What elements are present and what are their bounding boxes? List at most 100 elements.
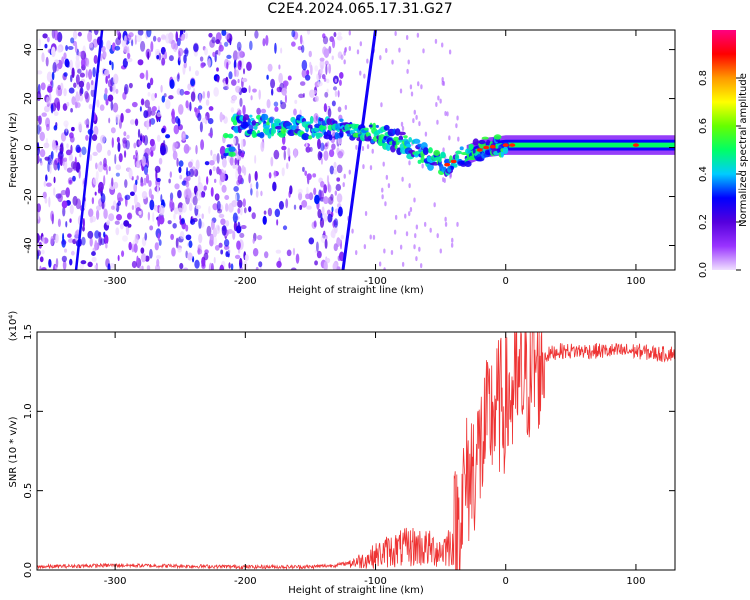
noise-speckle (188, 65, 192, 72)
noise-speckle (448, 49, 452, 55)
noise-speckle (335, 183, 342, 192)
noise-speckle (115, 164, 122, 171)
noise-speckle (437, 95, 440, 101)
noise-speckle (41, 236, 45, 246)
noise-speckle (214, 244, 220, 251)
noise-speckle (161, 95, 166, 103)
noise-speckle (95, 205, 102, 211)
noise-speckle (51, 46, 56, 58)
noise-speckle (215, 224, 221, 235)
noise-speckle (110, 205, 115, 210)
noise-speckle (450, 242, 454, 248)
noise-speckle (140, 98, 145, 106)
noise-speckle (156, 55, 160, 60)
noise-speckle (207, 58, 211, 68)
noise-speckle (111, 177, 114, 187)
noise-speckle (199, 56, 204, 62)
noise-speckle (299, 34, 303, 45)
noise-speckle (434, 38, 438, 44)
noise-speckle (69, 59, 73, 71)
noise-speckle (399, 88, 403, 94)
noise-speckle (364, 210, 368, 216)
noise-speckle (213, 236, 218, 246)
noise-speckle (323, 261, 328, 270)
noise-speckle (232, 230, 236, 240)
noise-speckle (143, 135, 149, 146)
noise-speckle (238, 49, 243, 59)
sloped-track (341, 30, 378, 270)
noise-speckle (380, 102, 383, 108)
noise-speckle (320, 142, 325, 152)
noise-speckle (255, 266, 259, 270)
noise-speckle (444, 216, 447, 222)
noise-speckle (258, 261, 263, 268)
noise-speckle (91, 80, 94, 86)
signal-blob (228, 146, 236, 153)
noise-speckle (441, 77, 444, 83)
noise-speckle (219, 111, 223, 123)
noise-speckle (228, 262, 231, 269)
noise-speckle (181, 203, 187, 213)
noise-speckle (255, 190, 259, 198)
noise-speckle (285, 162, 289, 170)
noise-speckle (48, 258, 51, 267)
noise-speckle (317, 138, 321, 150)
noise-speckle (94, 240, 98, 251)
noise-speckle (77, 51, 82, 57)
noise-speckle (204, 47, 208, 56)
noise-speckle (314, 65, 319, 72)
noise-speckle (183, 267, 189, 270)
noise-speckle (131, 205, 135, 211)
noise-speckle (205, 99, 210, 106)
noise-speckle (47, 85, 53, 93)
noise-speckle (71, 126, 75, 132)
noise-speckle (280, 100, 283, 105)
noise-speckle (229, 37, 232, 46)
noise-speckle (114, 154, 117, 165)
signal-blob (468, 144, 474, 151)
noise-speckle (270, 78, 276, 89)
noise-speckle (239, 60, 242, 67)
noise-speckle (136, 175, 139, 181)
noise-speckle (135, 149, 138, 157)
noise-speckle (291, 41, 296, 47)
noise-speckle (235, 169, 239, 180)
signal-blob (417, 159, 422, 164)
noise-speckle (209, 160, 215, 166)
noise-speckle (442, 147, 445, 153)
noise-speckle (336, 177, 341, 182)
snr-x-tick-label: -300 (104, 576, 127, 587)
noise-speckle (446, 111, 449, 117)
noise-speckle (168, 55, 174, 62)
noise-speckle (69, 132, 74, 139)
signal-hotspot (476, 148, 483, 152)
noise-speckle (348, 169, 351, 175)
noise-speckle (241, 87, 248, 94)
noise-speckle (145, 173, 150, 184)
noise-speckle (198, 105, 203, 110)
noise-speckle (135, 179, 138, 186)
noise-speckle (355, 144, 358, 150)
noise-speckle (218, 213, 225, 218)
noise-speckle (201, 213, 204, 220)
noise-speckle (415, 224, 419, 230)
noise-speckle (351, 228, 354, 234)
noise-speckle (241, 165, 245, 174)
noise-speckle (359, 41, 363, 47)
noise-speckle (185, 224, 189, 232)
noise-speckle (231, 95, 237, 101)
noise-speckle (53, 187, 56, 196)
noise-speckle (149, 225, 154, 231)
signal-blob (305, 121, 312, 125)
noise-speckle (103, 231, 106, 238)
noise-speckle (263, 210, 267, 215)
noise-speckle (128, 82, 133, 89)
noise-speckle (149, 77, 154, 86)
noise-speckle (337, 106, 342, 113)
noise-speckle (343, 59, 346, 65)
noise-speckle (75, 74, 80, 85)
noise-speckle (50, 103, 54, 114)
noise-speckle (409, 206, 413, 212)
noise-speckle (168, 95, 174, 100)
noise-speckle (161, 127, 166, 134)
